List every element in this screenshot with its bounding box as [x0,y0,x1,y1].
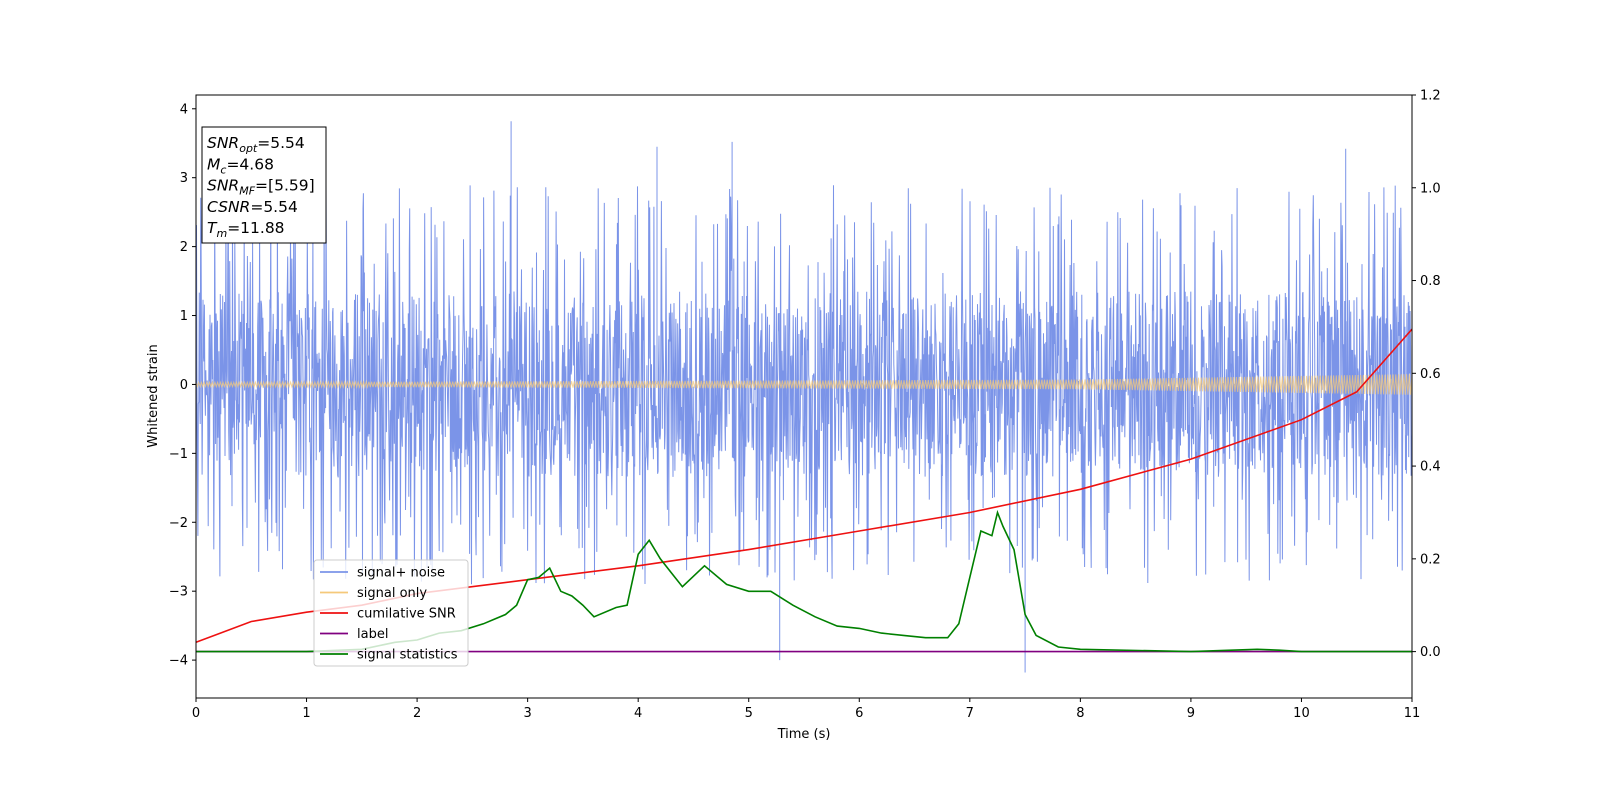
y-tick-label: −1 [169,447,188,462]
x-tick-label: 5 [745,706,753,721]
annotation-subscript: m [216,227,227,240]
annotation-line: SNRopt=5.54 [207,134,305,155]
y-axis-label: Whitened strain [146,344,161,447]
x-tick-label: 3 [523,706,531,721]
legend: signal+ noise signal only cumilative SNR la… [313,559,469,667]
annotation-line: Tm=11.88 [207,219,285,240]
annotation-symbol: M [207,155,220,173]
y-tick-label: 1 [180,309,188,324]
annotation-symbol: T [207,219,218,237]
y-tick-label: 3 [180,171,188,186]
annotation-line: CSNR=5.54 [207,198,298,216]
annotation-symbol: CSNR [207,198,250,216]
y2-tick-label: 1.2 [1420,89,1441,104]
annotation-value: =4.68 [226,155,274,173]
y-tick-label: −3 [169,585,188,600]
legend-entry-label: signal statistics [357,648,458,663]
x-tick-label: 8 [1076,706,1084,721]
plot-frame [195,94,1413,699]
x-tick-label: 4 [634,706,642,721]
annotation-line: Mc=4.68 [207,155,274,176]
annotation-value: =5.54 [257,134,305,152]
y-tick-label: 4 [180,102,188,117]
annotation-value: =11.88 [227,219,284,237]
y2-tick-label: 0.0 [1420,645,1441,660]
y2-tick-label: 1.0 [1420,181,1441,196]
annotation-subscript: c [220,163,226,176]
legend-entry-label: label [357,627,388,642]
annotation-subscript: MF [239,185,255,198]
x-tick-label: 10 [1293,706,1310,721]
y2-tick-label: 0.2 [1420,552,1441,567]
legend-entry-label: signal only [357,586,427,601]
annotation-value: =5.54 [250,198,298,216]
annotation-subscript: opt [239,142,258,155]
legend-entry-label: signal+ noise [357,566,445,581]
legend-entry-label: cumilative SNR [357,607,456,622]
y2-tick-label: 0.8 [1420,274,1441,289]
series-signal-statistics-line [196,509,1412,653]
axes: 0 1 2 3 4 5 6 7 8 9 10 1143210−1−2−3−41.21.00.80.60… [169,89,1441,722]
annotation-line: SNRMF=[5.59] [207,177,315,198]
x-tick-label: 9 [1187,706,1195,721]
y-tick-label: −4 [169,654,188,669]
x-tick-label: 6 [855,706,863,721]
y2-tick-label: 0.6 [1420,367,1441,382]
annotation-box: SNRopt=5.54Mc=4.68SNRMF=[5.59]CSNR=5.54T… [201,126,327,244]
y-tick-label: −2 [169,516,188,531]
annotation-value: =[5.59] [255,177,315,195]
y-tick-label: 0 [180,378,188,393]
x-tick-label: 7 [966,706,974,721]
x-tick-label: 1 [302,706,310,721]
annotation-symbol: SNR [207,177,239,195]
x-tick-label: 11 [1404,706,1421,721]
x-tick-label: 2 [413,706,421,721]
annotation-symbol: SNR [207,134,239,152]
x-axis-label: Time (s) [777,727,831,742]
y-tick-label: 2 [180,240,188,255]
y2-tick-label: 0.4 [1420,460,1441,475]
series-signal-noise-line [195,121,1413,673]
x-tick-label: 0 [192,706,200,721]
series-signal-only-line [195,374,1413,395]
